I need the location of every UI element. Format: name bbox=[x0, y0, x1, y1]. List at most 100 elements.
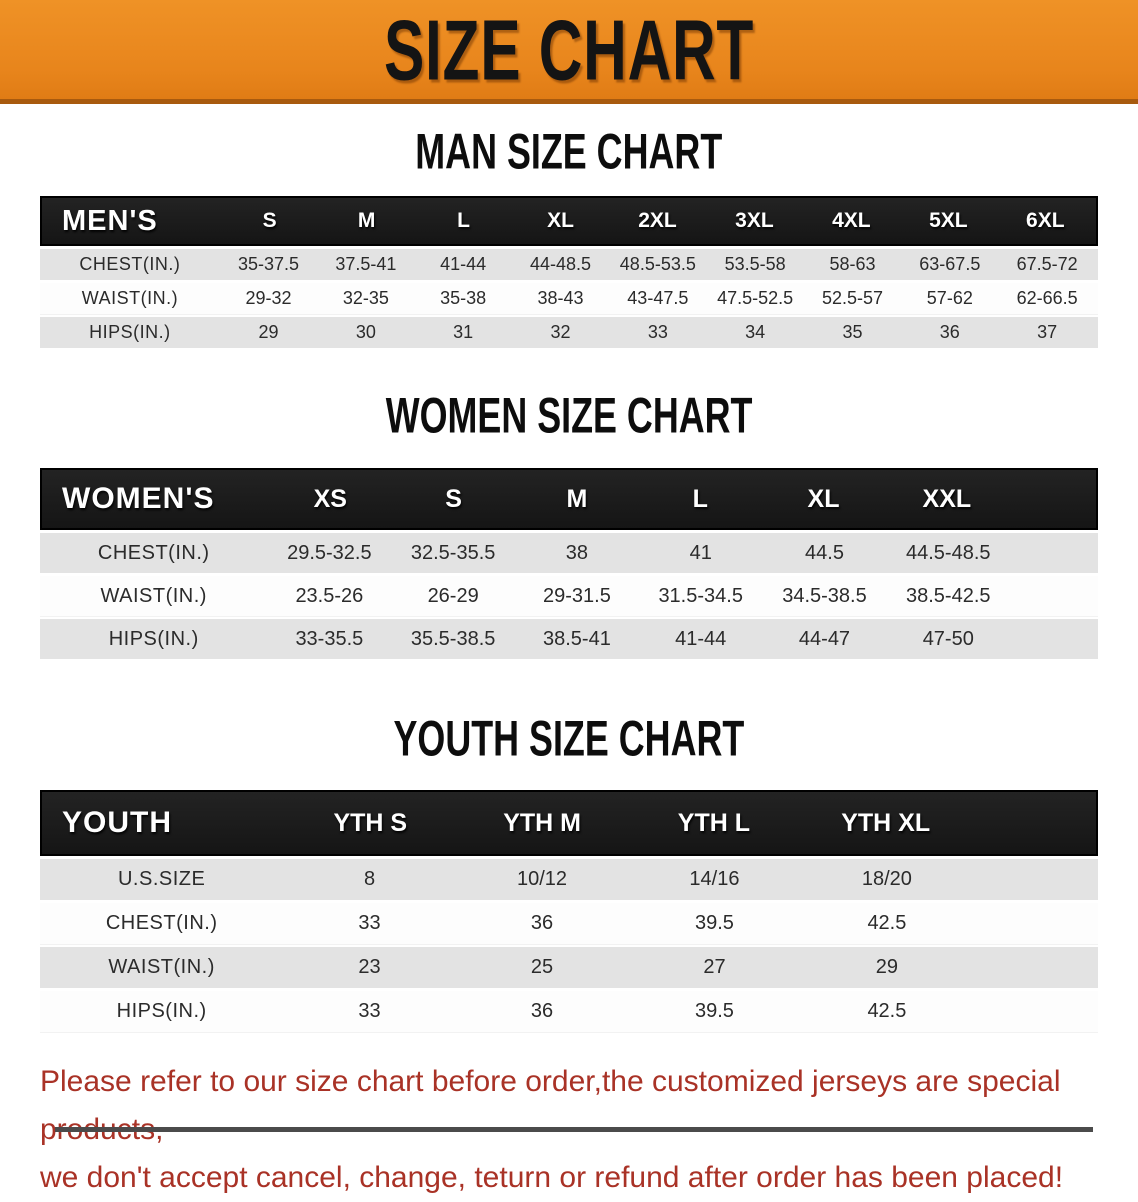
row-label: CHEST(IN.) bbox=[105, 912, 218, 934]
size-value-cell: 47.5-52.5 bbox=[717, 288, 794, 308]
size-value-cell: 29 bbox=[875, 956, 899, 978]
size-column-header: 5XL bbox=[929, 209, 968, 232]
row-label: U.S.SIZE bbox=[117, 868, 206, 890]
table-corner-label: YOUTH bbox=[62, 806, 172, 839]
women-section-heading: WOMEN SIZE CHART bbox=[0, 386, 1138, 444]
table-header-row: WOMEN'S XS S M L XL XXL bbox=[40, 468, 1098, 530]
size-value-cell: 43-47.5 bbox=[627, 288, 689, 308]
size-value-cell: 67.5-72 bbox=[1016, 254, 1078, 274]
size-value-cell: 42.5 bbox=[867, 1000, 907, 1022]
youth-section-heading: YOUTH SIZE CHART bbox=[0, 709, 1138, 767]
size-value-cell: 44.5-48.5 bbox=[906, 541, 991, 564]
size-column-header: L bbox=[457, 209, 470, 232]
row-label: WAIST(IN.) bbox=[108, 956, 215, 978]
size-value-cell: 29.5-32.5 bbox=[287, 541, 372, 564]
size-value-cell: 44-47 bbox=[798, 627, 851, 650]
size-column-header: XS bbox=[313, 484, 347, 513]
table-corner-label: MEN'S bbox=[62, 204, 158, 237]
disclaimer-line-1: Please refer to our size chart before or… bbox=[40, 1065, 1061, 1146]
size-value-cell: 47-50 bbox=[922, 627, 974, 650]
size-value-cell: 37.5-41 bbox=[335, 254, 397, 274]
size-value-cell: 53.5-58 bbox=[724, 254, 786, 274]
size-column-header: S bbox=[262, 209, 277, 232]
table-row: CHEST(IN.) 35-37.5 37.5-41 41-44 44-48.5 48.5… bbox=[40, 249, 1098, 280]
size-value-cell: 25 bbox=[530, 956, 554, 978]
table-row: HIPS(IN.) 33-35.5 35.5-38.5 38.5-41 41-44 44-… bbox=[40, 619, 1098, 659]
youth-size-table: YOUTH YTH S YTH M YTH L YTH XL U.S.SIZE 8 10/12… bbox=[40, 790, 1098, 1032]
table-header-row: MEN'S S M L XL 2XL 3XL 4XL 5XL 6XL bbox=[40, 196, 1098, 246]
table-row: HIPS(IN.) 29 30 31 32 33 34 35 36 37 bbox=[40, 317, 1098, 348]
size-column-header: XXL bbox=[922, 484, 972, 513]
table-row: WAIST(IN.) 29-32 32-35 35-38 38-43 43-47.5 47.… bbox=[40, 283, 1098, 314]
size-value-cell: 44-48.5 bbox=[529, 254, 592, 274]
size-value-cell: 52.5-57 bbox=[821, 288, 884, 308]
size-value-cell: 35-37.5 bbox=[237, 254, 300, 274]
size-value-cell: 23 bbox=[358, 956, 381, 978]
size-column-header: M bbox=[566, 484, 588, 513]
table-row: U.S.SIZE 8 10/12 14/16 18/20 bbox=[40, 859, 1098, 900]
size-column-header: M bbox=[357, 209, 376, 232]
size-chart-banner: SIZE CHART bbox=[0, 0, 1138, 104]
size-value-cell: 35-38 bbox=[440, 288, 487, 308]
banner-title: SIZE CHART bbox=[383, 1, 755, 98]
man-heading-text: MAN SIZE CHART bbox=[415, 122, 723, 180]
size-value-cell: 41-44 bbox=[440, 254, 487, 274]
size-value-cell: 38 bbox=[565, 541, 589, 564]
size-value-cell: 26-29 bbox=[427, 584, 479, 607]
size-value-cell: 38.5-41 bbox=[543, 627, 611, 650]
women-size-table: WOMEN'S XS S M L XL XXL CHEST(IN.) 29.5-32.5 32.5… bbox=[40, 468, 1098, 659]
size-value-cell: 39.5 bbox=[694, 912, 734, 934]
size-column-header: YTH XL bbox=[841, 808, 931, 837]
size-value-cell: 41-44 bbox=[675, 627, 727, 650]
size-value-cell: 62-66.5 bbox=[1016, 288, 1078, 308]
size-value-cell: 35 bbox=[842, 322, 863, 342]
size-column-header: YTH M bbox=[503, 808, 581, 837]
size-value-cell: 32.5-35.5 bbox=[410, 541, 496, 564]
man-section-heading: MAN SIZE CHART bbox=[0, 122, 1138, 180]
row-label: CHEST(IN.) bbox=[97, 541, 210, 564]
table-row: CHEST(IN.) 29.5-32.5 32.5-35.5 38 41 44.5 44.5… bbox=[40, 533, 1098, 573]
size-value-cell: 29-31.5 bbox=[543, 584, 611, 607]
man-size-table: MEN'S S M L XL 2XL 3XL 4XL 5XL 6XL CHEST(IN.) 35-37… bbox=[40, 196, 1098, 348]
size-value-cell: 32-35 bbox=[342, 288, 389, 308]
disclaimer-line-2: we don't accept cancel, change, teturn o… bbox=[40, 1161, 1064, 1194]
size-column-header: YTH L bbox=[677, 808, 750, 837]
size-value-cell: 34 bbox=[745, 322, 766, 342]
size-value-cell: 37 bbox=[1037, 322, 1058, 342]
size-value-cell: 34.5-38.5 bbox=[782, 584, 867, 607]
women-heading-text: WOMEN SIZE CHART bbox=[385, 386, 753, 444]
size-column-header: XL bbox=[807, 484, 840, 513]
size-value-cell: 33 bbox=[358, 1000, 381, 1022]
size-value-cell: 44.5 bbox=[805, 541, 844, 564]
row-label: CHEST(IN.) bbox=[79, 254, 181, 274]
size-value-cell: 29-32 bbox=[245, 288, 292, 308]
size-value-cell: 33 bbox=[647, 322, 668, 342]
size-value-cell: 57-62 bbox=[926, 288, 973, 308]
size-value-cell: 23.5-26 bbox=[295, 584, 364, 607]
size-value-cell: 39.5 bbox=[694, 1000, 734, 1022]
table-header-row: YOUTH YTH S YTH M YTH L YTH XL bbox=[40, 790, 1098, 856]
size-value-cell: 32 bbox=[550, 322, 571, 342]
size-value-cell: 27 bbox=[703, 956, 726, 978]
table-corner-label: WOMEN'S bbox=[62, 482, 215, 515]
size-value-cell: 38-43 bbox=[537, 288, 584, 308]
size-column-header: YTH S bbox=[333, 808, 408, 837]
size-value-cell: 30 bbox=[355, 322, 376, 342]
size-value-cell: 29 bbox=[258, 322, 279, 342]
size-value-cell: 36 bbox=[530, 1000, 554, 1022]
size-value-cell: 33-35.5 bbox=[295, 627, 364, 650]
size-value-cell: 33 bbox=[358, 912, 381, 934]
size-value-cell: 38.5-42.5 bbox=[906, 584, 991, 607]
size-value-cell: 14/16 bbox=[689, 868, 740, 890]
size-value-cell: 41 bbox=[689, 541, 712, 564]
size-value-cell: 42.5 bbox=[867, 912, 907, 934]
table-row: CHEST(IN.) 33 36 39.5 42.5 bbox=[40, 903, 1098, 944]
table-row: WAIST(IN.) 23.5-26 26-29 29-31.5 31.5-34.5 34… bbox=[40, 576, 1098, 616]
size-column-header: XL bbox=[547, 209, 574, 232]
size-value-cell: 35.5-38.5 bbox=[410, 627, 496, 650]
youth-heading-text: YOUTH SIZE CHART bbox=[393, 709, 745, 767]
size-value-cell: 58-63 bbox=[829, 254, 876, 274]
size-column-header: 4XL bbox=[832, 209, 871, 232]
row-label: HIPS(IN.) bbox=[89, 322, 171, 342]
size-value-cell: 63-67.5 bbox=[919, 254, 981, 274]
